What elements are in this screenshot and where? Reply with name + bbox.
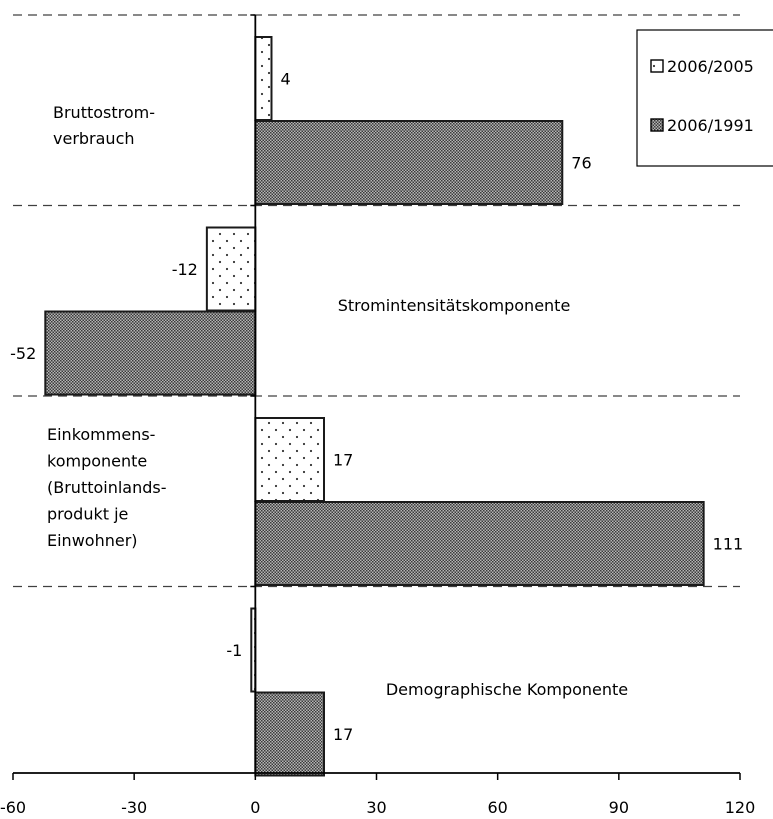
legend-label: 2006/2005 [667, 57, 754, 76]
bar-crosshatch [255, 121, 562, 204]
x-tick-label: -30 [121, 798, 147, 817]
bar-dots [255, 37, 271, 120]
x-tick-label: 90 [609, 798, 629, 817]
value-label: 17 [333, 451, 353, 470]
value-label: -52 [10, 344, 36, 363]
x-tick-label: 60 [487, 798, 507, 817]
bar-dots [207, 228, 255, 311]
value-label: -12 [172, 260, 198, 279]
value-label: 76 [571, 154, 591, 173]
legend-label: 2006/1991 [667, 116, 754, 135]
value-label: 4 [280, 70, 290, 89]
x-tick-label: 120 [725, 798, 756, 817]
bar-crosshatch [255, 693, 324, 776]
x-tick-label: 30 [366, 798, 386, 817]
x-tick-label: -60 [0, 798, 26, 817]
category-label: Stromintensitätskomponente [338, 296, 571, 315]
bar-crosshatch [45, 312, 255, 395]
category-label: Einkommens-komponente (Bruttoinlands-prod… [47, 425, 167, 550]
legend-box [637, 30, 773, 166]
bar-crosshatch [255, 502, 703, 585]
category-label: Bruttostrom-verbrauch [53, 103, 155, 148]
legend-swatch-crosshatch [651, 119, 663, 131]
value-label: -1 [226, 641, 242, 660]
category-label: Demographische Komponente [386, 680, 628, 699]
legend: 2006/2005 2006/1991 [637, 30, 773, 166]
value-label: 17 [333, 725, 353, 744]
x-tick-label: 0 [250, 798, 260, 817]
legend-swatch-dots [651, 60, 663, 72]
bar-dots [255, 418, 324, 501]
value-label: 111 [713, 535, 744, 554]
